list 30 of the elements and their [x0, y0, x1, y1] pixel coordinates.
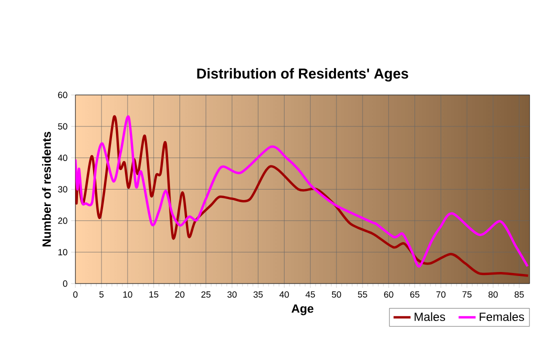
y-tick-label: 30	[58, 186, 68, 193]
y-tick-label: 40	[58, 154, 68, 162]
x-tick-label: 85	[514, 291, 524, 298]
y-tick-label: 20	[58, 218, 68, 224]
x-tick-label: 45	[306, 291, 315, 298]
y-tick-label: 10	[58, 249, 68, 256]
y-tick-label: 0	[63, 280, 68, 287]
y-tick-label: 60	[58, 92, 68, 98]
x-tick-label: 50	[332, 291, 342, 298]
legend-label: Males	[414, 312, 446, 322]
x-tick-label: 30	[227, 291, 237, 298]
x-tick-label: 25	[201, 291, 211, 298]
x-tick-label: 15	[149, 291, 158, 298]
x-tick-label: 10	[123, 291, 132, 298]
legend-label: Females	[480, 312, 524, 322]
x-tick-label: 65	[410, 291, 420, 298]
x-tick-label: 40	[279, 291, 289, 298]
chart-title: Distribution of Residents' Ages	[197, 68, 408, 82]
y-axis-title: Number of residents	[42, 132, 51, 247]
x-tick-label: 5	[99, 291, 104, 298]
x-axis-title: Age	[292, 304, 314, 316]
x-tick-label: 0	[73, 291, 78, 298]
x-tick-label: 80	[488, 291, 498, 298]
x-tick-label: 20	[175, 291, 184, 298]
x-tick-label: 60	[384, 291, 394, 298]
x-tick-label: 75	[462, 291, 472, 298]
x-tick-label: 55	[358, 291, 368, 298]
x-tick-label: 35	[254, 291, 263, 298]
y-tick-label: 50	[58, 123, 68, 130]
x-tick-label: 70	[436, 291, 446, 298]
